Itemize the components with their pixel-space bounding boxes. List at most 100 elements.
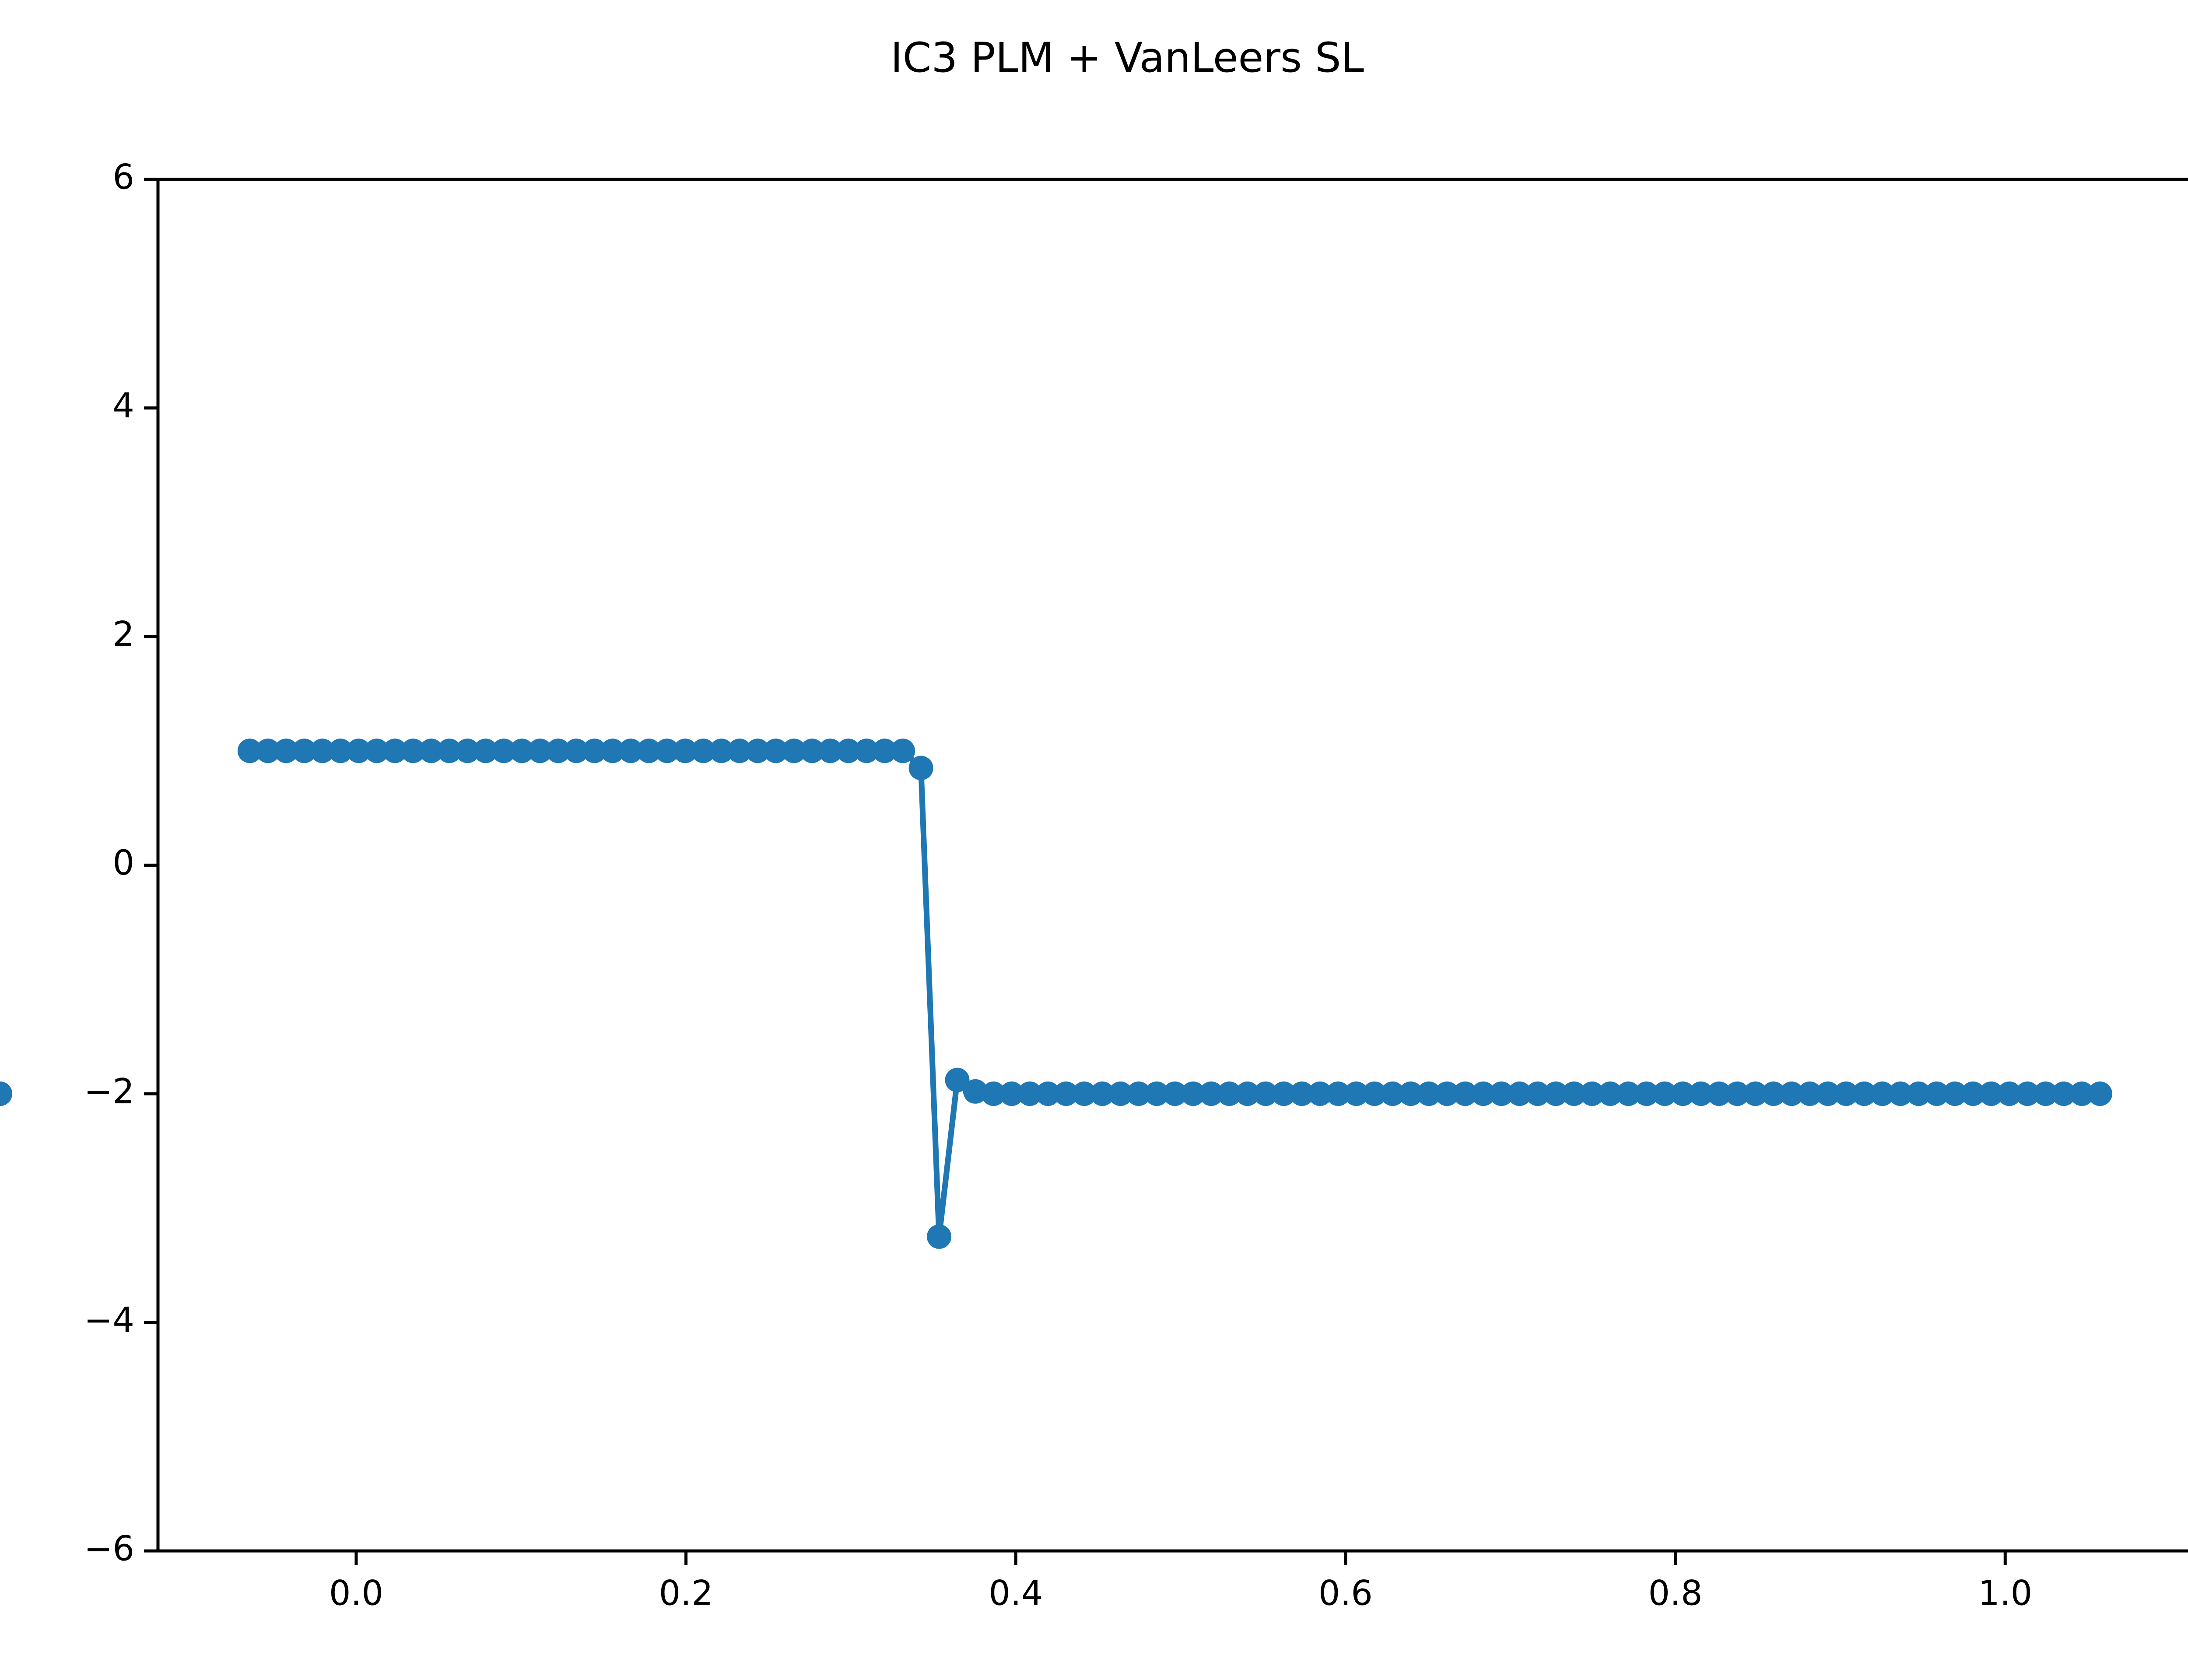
data-point	[382, 738, 407, 763]
data-point	[1870, 1082, 1895, 1106]
x-tick-label: 0.2	[659, 1574, 713, 1613]
data-point	[1434, 1082, 1459, 1106]
data-point	[655, 738, 680, 763]
data-point	[455, 738, 480, 763]
y-tick-label: 2	[112, 615, 134, 654]
data-point	[600, 738, 625, 763]
data-point	[1543, 1082, 1568, 1106]
data-point	[1344, 1082, 1369, 1106]
data-point	[1580, 1082, 1605, 1106]
data-point	[1525, 1082, 1550, 1106]
data-point	[1852, 1082, 1877, 1106]
y-tick-label: 4	[112, 386, 134, 426]
data-point	[1797, 1082, 1822, 1106]
data-point	[618, 738, 643, 763]
data-point	[1816, 1082, 1841, 1106]
data-point	[1943, 1082, 1967, 1106]
data-point	[999, 1082, 1024, 1106]
data-point	[491, 738, 516, 763]
data-point	[2069, 1082, 2094, 1106]
data-point	[256, 738, 281, 763]
data-point	[1162, 1082, 1187, 1106]
data-point	[1960, 1082, 1985, 1106]
data-point	[1417, 1082, 1441, 1106]
data-point	[0, 1082, 12, 1106]
y-tick-label: −4	[84, 1301, 134, 1340]
plot-frame	[156, 178, 2188, 1553]
data-point	[1380, 1082, 1405, 1106]
data-point	[1997, 1082, 2022, 1106]
data-point	[927, 1224, 952, 1249]
y-tick-label: 0	[112, 844, 134, 883]
data-point	[473, 738, 498, 763]
data-point	[2015, 1082, 2040, 1106]
data-point	[1072, 1082, 1097, 1106]
data-point	[1199, 1082, 1224, 1106]
data-point	[1634, 1082, 1659, 1106]
data-point	[1979, 1082, 2004, 1106]
data-point	[963, 1079, 988, 1104]
data-point	[509, 738, 534, 763]
data-point	[1688, 1082, 1713, 1106]
data-point	[1325, 1082, 1350, 1106]
y-tick-label: −6	[84, 1529, 134, 1568]
data-point	[1888, 1082, 1913, 1106]
data-point	[1217, 1082, 1242, 1106]
data-point	[1761, 1082, 1786, 1106]
data-point	[274, 738, 298, 763]
data-point	[2051, 1082, 2076, 1106]
data-point	[1453, 1082, 1478, 1106]
data-point	[1290, 1082, 1315, 1106]
data-point	[1108, 1082, 1133, 1106]
data-point	[1906, 1082, 1931, 1106]
data-point	[1779, 1082, 1804, 1106]
data-point	[1834, 1082, 1858, 1106]
x-tick-label: 0.4	[989, 1574, 1043, 1613]
data-point	[709, 738, 734, 763]
data-point	[564, 738, 589, 763]
data-point	[346, 738, 371, 763]
data-point	[908, 756, 933, 780]
data-point	[528, 738, 553, 763]
data-point	[1126, 1082, 1151, 1106]
data-point	[1308, 1082, 1332, 1106]
data-point	[1725, 1082, 1750, 1106]
x-tick-label: 0.0	[329, 1574, 383, 1613]
x-tick-label: 0.8	[1648, 1574, 1703, 1613]
data-point	[437, 738, 462, 763]
data-point	[636, 738, 661, 763]
data-point	[1035, 1082, 1060, 1106]
data-point	[691, 738, 716, 763]
data-point	[1362, 1082, 1387, 1106]
data-point	[1670, 1082, 1695, 1106]
chart-title: IC3 PLM + VanLeers SL	[891, 34, 1364, 82]
data-point	[981, 1082, 1006, 1106]
x-tick-label: 0.6	[1318, 1574, 1373, 1613]
data-point	[1707, 1082, 1732, 1106]
x-tick-label: 1.0	[1978, 1574, 2032, 1613]
data-point	[673, 738, 698, 763]
data-point	[1144, 1082, 1169, 1106]
data-point	[763, 738, 788, 763]
data-point	[1181, 1082, 1206, 1106]
data-point	[1235, 1082, 1260, 1106]
data-point	[1743, 1082, 1768, 1106]
data-point	[1924, 1082, 1949, 1106]
data-point	[1090, 1082, 1115, 1106]
data-point	[1561, 1082, 1586, 1106]
data-point	[2033, 1082, 2058, 1106]
data-point	[328, 738, 353, 763]
data-point	[2087, 1082, 2112, 1106]
data-point	[400, 738, 425, 763]
data-point	[1054, 1082, 1079, 1106]
data-point	[1652, 1082, 1677, 1106]
y-tick-label: 6	[112, 158, 134, 197]
data-point	[310, 738, 335, 763]
data-point	[1271, 1082, 1296, 1106]
data-point	[945, 1068, 970, 1092]
data-point	[854, 738, 879, 763]
data-point	[836, 738, 861, 763]
data-point	[872, 738, 897, 763]
